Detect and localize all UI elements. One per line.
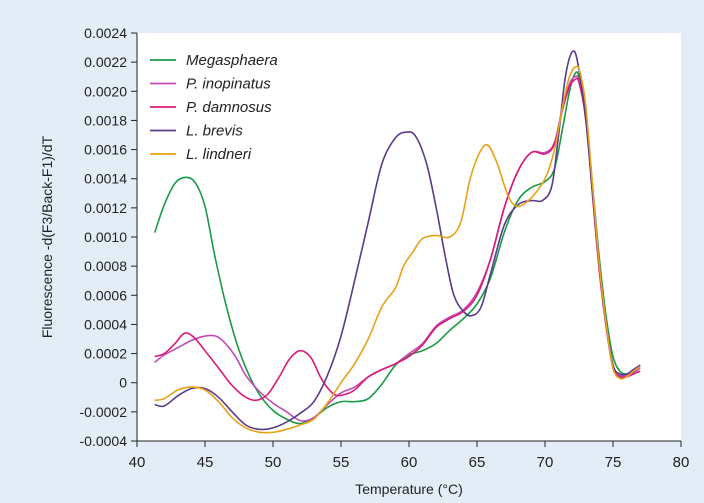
y-tick-label: 0.0008 bbox=[84, 258, 127, 274]
series-line-l-brevis bbox=[154, 50, 641, 431]
legend-label: L. brevis bbox=[186, 123, 243, 140]
x-tick-label: 55 bbox=[333, 454, 350, 471]
plot-area bbox=[137, 33, 681, 441]
y-axis-label: Fluorescence -d(F3/Back-F1)/dT bbox=[39, 135, 55, 338]
y-tick-label: 0.0002 bbox=[84, 346, 127, 362]
x-ticks: 40 45 50 55 60 65 70 75 80 bbox=[129, 441, 690, 471]
x-tick-label: 65 bbox=[469, 454, 486, 471]
legend-label: Megasphaera bbox=[186, 52, 278, 69]
y-tick-label: 0.0016 bbox=[84, 142, 127, 158]
y-tick-label: 0.0010 bbox=[84, 229, 127, 245]
series-line-l-lindneri bbox=[154, 65, 641, 434]
legend-label: L. lindneri bbox=[186, 146, 252, 163]
x-tick-label: 80 bbox=[673, 454, 690, 471]
y-ticks: -0.0004 -0.0002 0 0.0002 0.0004 0.0006 0.0008 0… bbox=[80, 25, 137, 449]
x-tick-label: 40 bbox=[129, 454, 146, 471]
x-tick-label: 45 bbox=[197, 454, 214, 471]
y-tick-label: 0.0022 bbox=[84, 54, 127, 70]
legend: Megasphaera P. inopinatus P. damnosus L. br… bbox=[150, 52, 278, 163]
y-tick-label: 0.0004 bbox=[84, 316, 127, 332]
y-tick-label: 0.0024 bbox=[84, 25, 127, 41]
y-tick-label: 0.0006 bbox=[84, 287, 127, 303]
y-tick-label: 0.0020 bbox=[84, 83, 127, 99]
x-tick-label: 60 bbox=[401, 454, 418, 471]
x-tick-label: 70 bbox=[537, 454, 554, 471]
x-tick-label: 75 bbox=[605, 454, 622, 471]
x-axis-label: Temperature (°C) bbox=[355, 481, 463, 497]
y-tick-label: 0.0012 bbox=[84, 200, 127, 216]
y-tick-label: -0.0004 bbox=[80, 433, 128, 449]
y-tick-label: 0.0018 bbox=[84, 112, 127, 128]
legend-label: P. damnosus bbox=[186, 99, 272, 116]
y-tick-label: -0.0002 bbox=[80, 404, 128, 420]
x-tick-label: 50 bbox=[265, 454, 282, 471]
legend-label: P. inopinatus bbox=[186, 76, 271, 93]
y-tick-label: 0.0014 bbox=[84, 171, 127, 187]
y-tick-label: 0 bbox=[119, 375, 127, 391]
series-layer bbox=[153, 50, 641, 434]
